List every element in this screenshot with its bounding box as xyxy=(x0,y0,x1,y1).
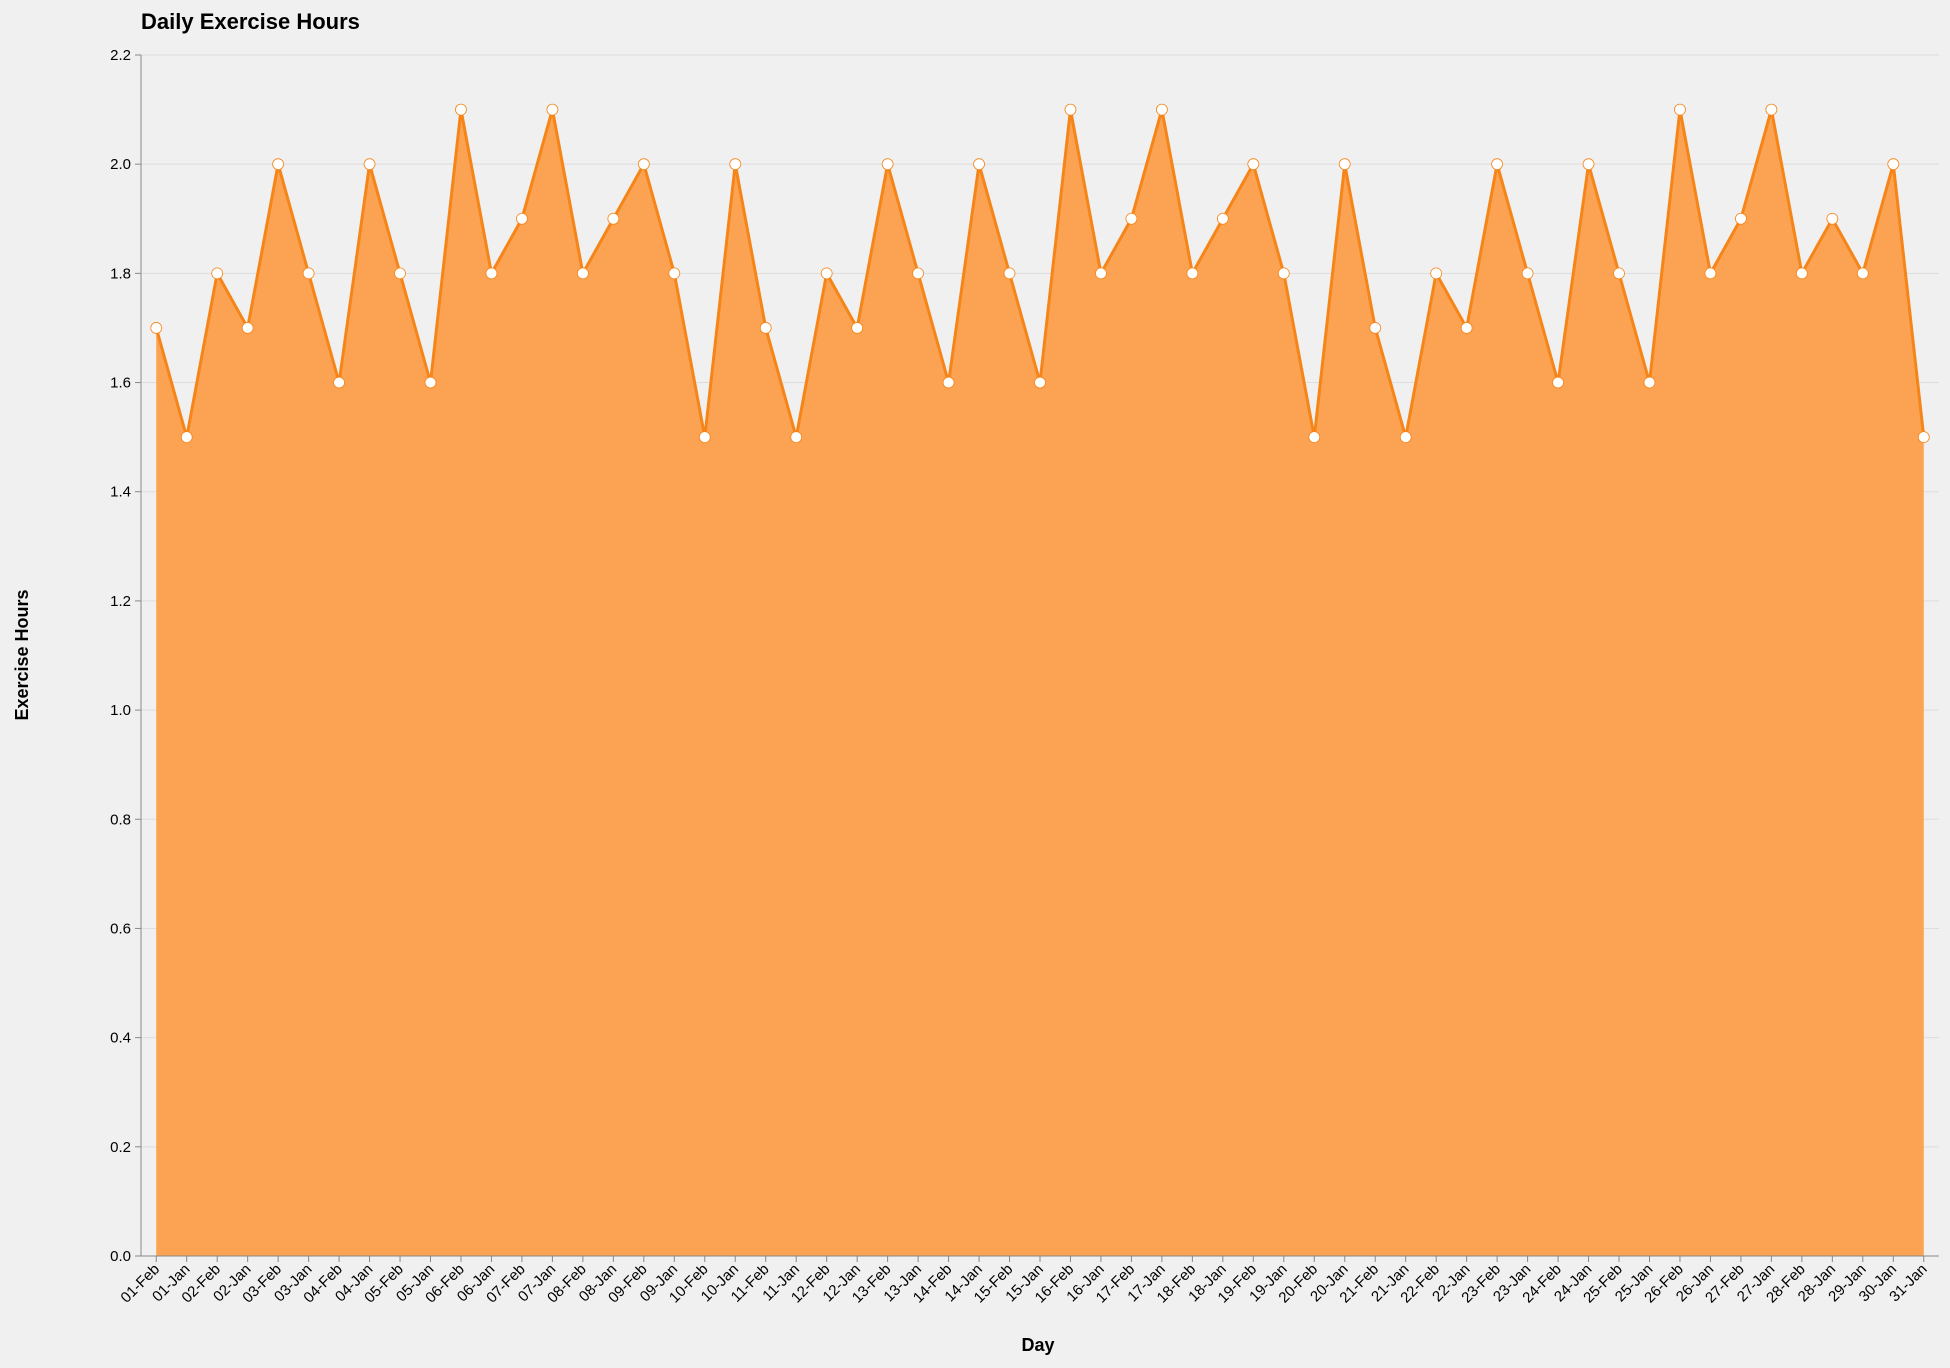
data-point xyxy=(1186,267,1199,280)
data-point xyxy=(546,103,559,116)
data-point xyxy=(607,212,620,225)
data-point xyxy=(1095,267,1107,280)
data-point xyxy=(302,267,315,280)
data-point xyxy=(1521,267,1534,280)
y-tick-label: 0.6 xyxy=(110,920,131,937)
data-point xyxy=(272,158,285,171)
data-point xyxy=(516,212,528,225)
data-point xyxy=(1674,103,1686,116)
data-point xyxy=(1704,267,1717,280)
data-point xyxy=(485,267,498,280)
y-tick-label: 2.0 xyxy=(110,156,131,173)
data-point xyxy=(394,267,406,280)
y-tick-label: 0.0 xyxy=(110,1248,131,1265)
data-point xyxy=(1917,431,1930,444)
y-axis-title: Exercise Hours xyxy=(12,589,32,720)
data-point xyxy=(1582,158,1595,171)
y-tick-label: 1.2 xyxy=(110,593,131,610)
data-point xyxy=(1277,267,1290,280)
data-point xyxy=(1765,103,1778,116)
data-point xyxy=(1308,431,1321,444)
data-point xyxy=(1216,212,1229,225)
y-tick-label: 2.2 xyxy=(110,47,131,64)
data-point xyxy=(1613,267,1625,280)
data-point xyxy=(1064,103,1077,116)
data-point xyxy=(942,376,955,389)
data-point xyxy=(1003,267,1016,280)
data-point xyxy=(1338,158,1351,171)
data-point xyxy=(1155,103,1168,116)
data-point xyxy=(455,103,467,116)
data-point xyxy=(1369,322,1382,334)
data-point xyxy=(150,322,163,334)
data-point xyxy=(180,431,193,444)
area-series xyxy=(154,109,1926,1256)
data-point xyxy=(1887,158,1900,171)
data-point xyxy=(1399,431,1412,444)
data-point xyxy=(1430,267,1443,280)
data-points xyxy=(150,103,1930,444)
data-point xyxy=(820,267,833,280)
data-point xyxy=(698,431,711,444)
data-point xyxy=(1856,267,1869,280)
data-point xyxy=(363,158,376,171)
data-point xyxy=(1552,376,1564,389)
data-point xyxy=(912,267,925,280)
data-point xyxy=(1643,376,1656,389)
data-point xyxy=(668,267,681,280)
data-point xyxy=(1826,212,1839,225)
data-point xyxy=(1735,212,1747,225)
data-point xyxy=(1795,267,1808,280)
y-tick-label: 1.6 xyxy=(110,375,131,392)
data-point xyxy=(851,322,864,334)
y-tick-label: 0.2 xyxy=(110,1139,131,1156)
data-point xyxy=(1247,158,1260,171)
data-point xyxy=(1125,212,1138,225)
data-point xyxy=(1460,322,1473,334)
y-tick-label: 1.4 xyxy=(110,484,131,501)
x-axis-title: Day xyxy=(1021,1335,1054,1355)
y-tick-label: 1.0 xyxy=(110,702,131,719)
y-tick-label: 0.8 xyxy=(110,811,131,828)
data-point xyxy=(1491,158,1504,171)
data-point xyxy=(241,322,254,334)
data-point xyxy=(790,431,803,444)
data-point xyxy=(424,376,437,389)
y-tick-label: 0.4 xyxy=(110,1030,131,1047)
area-fill xyxy=(156,109,1924,1256)
data-point xyxy=(333,376,345,389)
data-point xyxy=(973,158,985,171)
data-point xyxy=(576,267,589,280)
y-tick-label: 1.8 xyxy=(110,265,131,282)
chart-title: Daily Exercise Hours xyxy=(141,9,360,34)
data-point xyxy=(637,158,650,171)
data-point xyxy=(881,158,894,171)
data-point xyxy=(729,158,742,171)
data-point xyxy=(211,267,224,280)
data-point xyxy=(1034,376,1046,389)
data-point xyxy=(759,322,772,334)
